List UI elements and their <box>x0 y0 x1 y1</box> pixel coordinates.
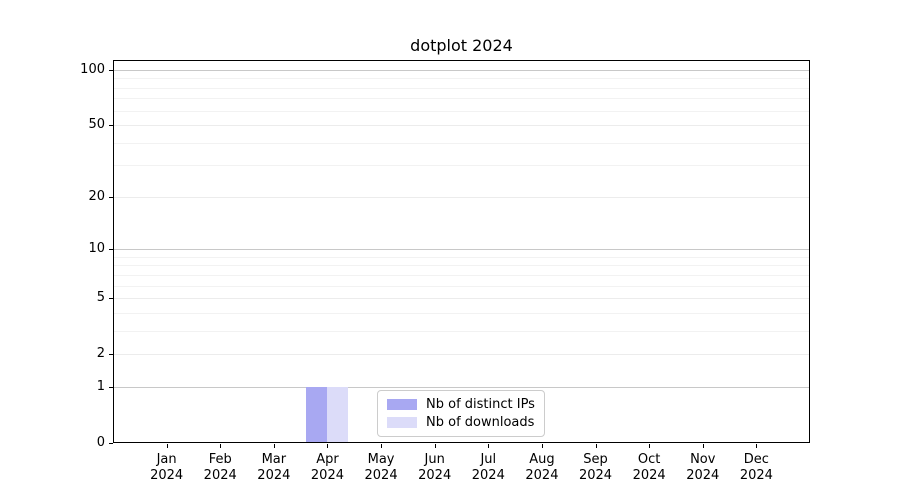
x-tick-month: Dec <box>743 452 769 467</box>
gridline-major <box>113 196 810 198</box>
x-tick-label: Sep 2024 <box>568 452 624 484</box>
legend-row: Nb of downloads <box>387 415 535 430</box>
bar-nb-of-downloads <box>327 386 349 443</box>
x-tick-label: Feb 2024 <box>192 452 248 484</box>
gridline-minor <box>113 142 810 144</box>
x-tick <box>166 444 168 448</box>
gridline-minor <box>113 256 810 258</box>
x-tick-label: Aug 2024 <box>514 452 570 484</box>
x-tick-year: 2024 <box>739 468 773 483</box>
y-tick <box>109 386 113 388</box>
y-tick-label: 0 <box>96 435 105 450</box>
x-tick <box>595 444 597 448</box>
x-tick-month: May <box>367 452 395 467</box>
gridline-minor <box>113 312 810 314</box>
gridline-minor <box>113 98 810 100</box>
y-tick <box>109 298 113 300</box>
x-tick <box>702 444 704 448</box>
y-tick-label: 20 <box>88 188 105 204</box>
gridline-minor <box>113 110 810 112</box>
gridline-minor <box>113 87 810 89</box>
x-tick-month: Apr <box>316 452 339 467</box>
x-tick-year: 2024 <box>418 468 452 483</box>
x-tick <box>381 444 383 448</box>
x-tick-label: Nov 2024 <box>675 452 731 484</box>
x-tick-month: Jul <box>480 452 497 467</box>
x-tick-label: Mar 2024 <box>246 452 302 484</box>
y-tick <box>109 196 113 198</box>
y-tick <box>109 125 113 127</box>
x-tick-label: Jan 2024 <box>139 452 195 484</box>
legend-row: Nb of distinct IPs <box>387 397 535 412</box>
y-tick <box>109 69 113 71</box>
x-tick-month: Jun <box>424 452 445 467</box>
x-tick-label: Jun 2024 <box>407 452 463 484</box>
gridline-major <box>113 354 810 356</box>
y-tick-label: 50 <box>88 117 105 133</box>
x-tick-year: 2024 <box>203 468 237 483</box>
gridline-major-emphasized <box>113 249 810 251</box>
x-tick <box>488 444 490 448</box>
plot-area <box>113 60 810 443</box>
y-tick <box>109 443 113 444</box>
x-tick-year: 2024 <box>364 468 398 483</box>
x-tick-month: Jan <box>156 452 177 467</box>
legend-swatch-downloads <box>387 417 417 428</box>
gridline-major <box>113 125 810 127</box>
x-tick-month: Oct <box>637 452 661 467</box>
x-tick-label: Dec 2024 <box>728 452 784 484</box>
x-tick-month: Feb <box>208 452 232 467</box>
x-tick <box>273 444 275 448</box>
gridline-minor <box>113 330 810 332</box>
x-tick-year: 2024 <box>686 468 720 483</box>
gridline-minor <box>113 274 810 276</box>
x-tick-year: 2024 <box>257 468 291 483</box>
x-tick <box>541 444 543 448</box>
x-tick-year: 2024 <box>525 468 559 483</box>
legend-label: Nb of downloads <box>426 415 535 430</box>
legend-label: Nb of distinct IPs <box>426 397 535 412</box>
gridline-minor <box>113 165 810 167</box>
x-tick <box>327 444 329 448</box>
x-tick-year: 2024 <box>471 468 505 483</box>
gridline-major <box>113 298 810 300</box>
y-tick <box>109 354 113 356</box>
y-tick-label: 5 <box>96 290 105 306</box>
x-tick-year: 2024 <box>632 468 666 483</box>
y-tick-label: 1 <box>96 378 105 394</box>
x-tick-month: Sep <box>583 452 608 467</box>
chart-title: dotplot 2024 <box>410 36 513 55</box>
x-tick <box>220 444 222 448</box>
x-tick <box>434 444 436 448</box>
x-tick <box>649 444 651 448</box>
x-tick-year: 2024 <box>578 468 613 483</box>
gridline-major-emphasized <box>113 386 810 388</box>
x-tick-year: 2024 <box>310 468 344 483</box>
gridline-minor <box>113 78 810 80</box>
x-tick-month: Mar <box>261 452 287 467</box>
y-tick-label: 10 <box>88 241 105 257</box>
legend: Nb of distinct IPs Nb of downloads <box>377 390 545 437</box>
x-tick-label: Apr 2024 <box>299 452 355 484</box>
gridline-minor <box>113 285 810 287</box>
x-tick-month: Aug <box>529 452 555 467</box>
x-tick-month: Nov <box>690 452 716 467</box>
y-tick <box>109 249 113 251</box>
legend-swatch-distinct-ips <box>387 399 417 410</box>
bar-nb-of-distinct-ips <box>306 386 328 443</box>
gridline-minor <box>113 265 810 267</box>
x-tick-label: May 2024 <box>353 452 409 484</box>
y-tick-label: 100 <box>80 61 105 77</box>
x-tick-label: Oct 2024 <box>621 452 677 484</box>
x-tick <box>756 444 758 448</box>
gridline-major-emphasized <box>113 69 810 71</box>
y-tick-label: 2 <box>96 346 105 362</box>
x-tick-label: Jul 2024 <box>460 452 516 484</box>
x-tick-year: 2024 <box>150 468 184 483</box>
